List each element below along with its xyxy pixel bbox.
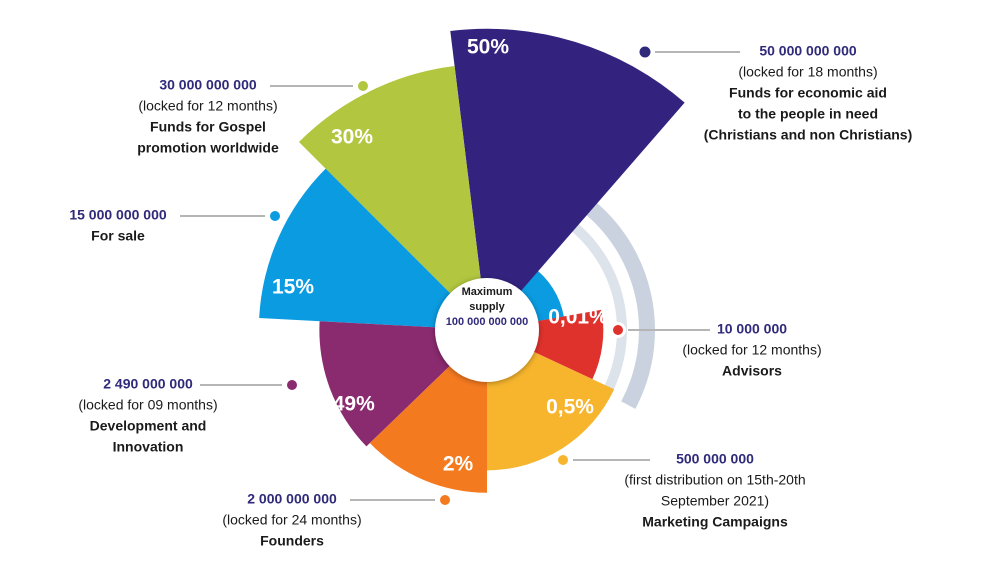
marker-dot <box>284 377 300 393</box>
deco-arc <box>567 219 627 396</box>
category-name: to the people in need <box>738 106 878 122</box>
category-name: (Christians and non Christians) <box>704 127 912 143</box>
category-name: Advisors <box>722 363 782 379</box>
value-label: 2,49% <box>315 393 375 416</box>
amount: 2 000 000 000 <box>247 491 337 507</box>
category-name: Funds for Gospel <box>150 119 266 135</box>
slice <box>259 168 487 330</box>
note: (first distribution on 15th-20th <box>624 472 805 488</box>
category-name: Funds for economic aid <box>729 85 887 101</box>
note: (locked for 24 months) <box>222 512 361 528</box>
value-label: 2% <box>443 453 474 476</box>
deco-arc <box>580 197 655 409</box>
amount: 50 000 000 000 <box>759 43 857 59</box>
amount: 30 000 000 000 <box>159 77 257 93</box>
marker-dot <box>437 492 453 508</box>
note: (locked for 18 months) <box>738 64 877 80</box>
value-label: 0,5% <box>546 396 594 419</box>
note: (locked for 12 months) <box>138 98 277 114</box>
category-name: Innovation <box>113 439 184 455</box>
labels: 50% 30% 15% 2,49% 2% 0,5% 0,01% 50 000 000 000 (… <box>69 36 912 549</box>
category-name: Marketing Campaigns <box>642 514 788 530</box>
value-label: 50% <box>467 36 509 59</box>
marker-dot <box>637 44 653 60</box>
value-label: 0,01% <box>548 306 608 329</box>
amount: 10 000 000 <box>717 321 787 337</box>
slice <box>450 28 685 331</box>
marker-dot <box>555 452 571 468</box>
marker-dot <box>610 322 626 338</box>
category-name: For sale <box>91 228 145 244</box>
marker-dot <box>355 78 371 94</box>
amount: 500 000 000 <box>676 451 754 467</box>
amount: 2 490 000 000 <box>103 376 193 392</box>
category-name: Founders <box>260 533 324 549</box>
value-label: 15% <box>272 276 314 299</box>
center-total: 100 000 000 000 <box>446 316 529 328</box>
note: (locked for 09 months) <box>78 397 217 413</box>
center-title: Maximum <box>462 286 513 298</box>
amount: 15 000 000 000 <box>69 207 167 223</box>
marker-dot <box>267 208 283 224</box>
center-title: supply <box>469 301 505 313</box>
category-name: Development and <box>90 418 207 434</box>
note: (locked for 12 months) <box>682 342 821 358</box>
note: September 2021) <box>661 493 769 509</box>
wedges: Maximum supply 100 000 000 000 <box>259 28 685 493</box>
value-label: 30% <box>331 126 373 149</box>
center-circle <box>435 278 539 382</box>
slice <box>298 66 487 330</box>
category-name: promotion worldwide <box>137 140 279 156</box>
